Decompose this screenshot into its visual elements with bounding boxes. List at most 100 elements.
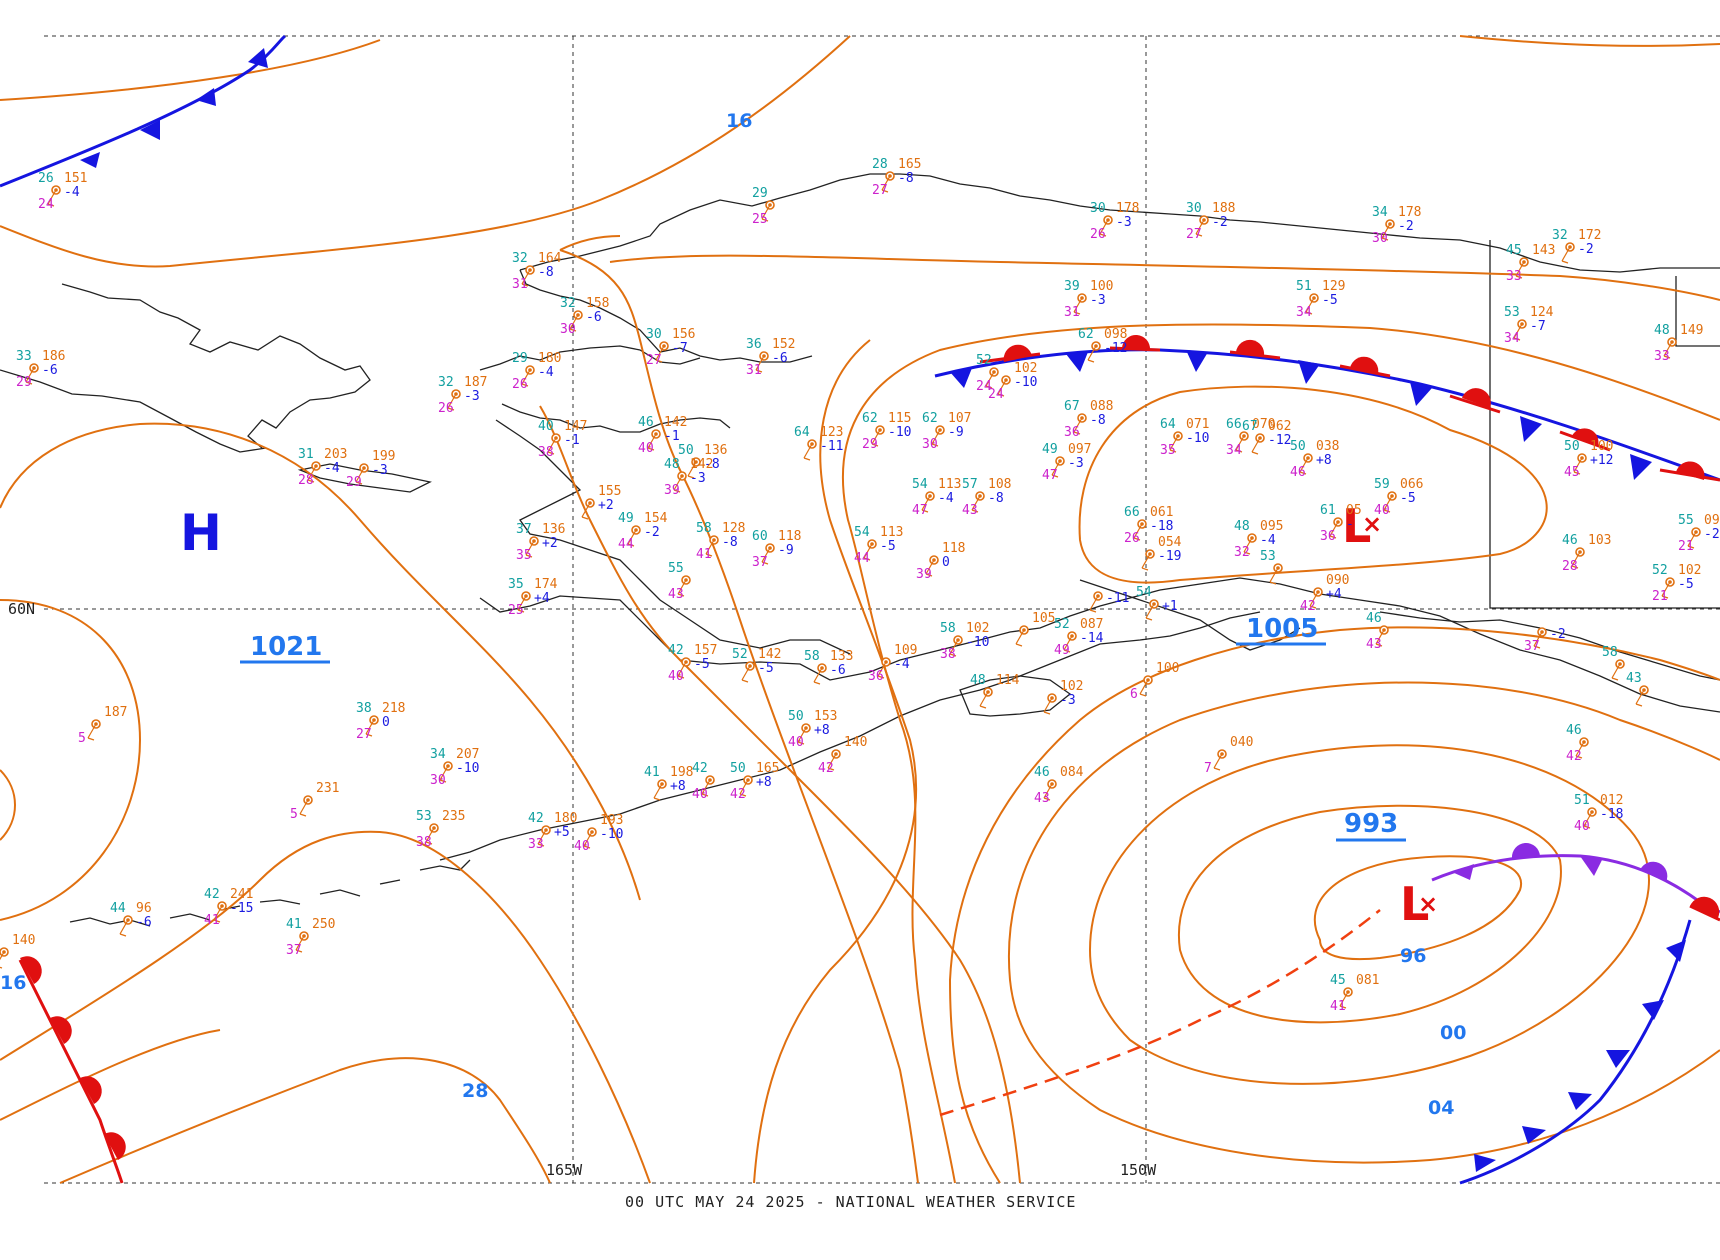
station-temperature: 36 (746, 337, 762, 352)
station-dewpoint: 39 (664, 483, 680, 498)
coast-kusko (495, 419, 851, 655)
station-plot: 30 188-2 27 (1186, 201, 1235, 242)
station-pressure: 149 (1680, 323, 1703, 338)
station-tendency: -12 (1104, 341, 1127, 356)
isobar-1016-west (0, 35, 851, 268)
station-plot: 34 178-2 30 (1372, 205, 1421, 246)
station-plot: 155+2 (581, 484, 621, 520)
station-plot: 49 154-2 44 (618, 511, 668, 552)
lat-label-60n: 60N (8, 600, 35, 618)
wind-barb (1139, 679, 1149, 695)
lon-label-150w: 150W (1120, 1161, 1157, 1179)
front-barb (1520, 416, 1542, 442)
station-pressure: 102 (1014, 361, 1037, 376)
wind-barb (1015, 629, 1025, 645)
station-pressure: 102 (1060, 679, 1083, 694)
station-temperature: 55 (1678, 513, 1694, 528)
wind-barb-flag (1661, 595, 1669, 599)
station-pressure: 113 (938, 477, 961, 492)
station-dewpoint: 35 (1160, 443, 1176, 458)
station-tendency: -2 (644, 525, 660, 540)
wind-barb (583, 831, 593, 847)
wind-barb (1269, 567, 1279, 583)
station-plot: 54 +1 (1136, 585, 1178, 621)
station-pressure: 142 (664, 415, 687, 430)
station-temperature: 34 (1372, 205, 1388, 220)
station-pressure: 038 (1316, 439, 1339, 454)
wind-barb (1383, 495, 1393, 511)
station-tendency: -18 (1600, 807, 1623, 822)
coast-aleutians-mid (259, 879, 401, 905)
station-temperature: 50 (678, 443, 694, 458)
station-plot: 45 081 41 (1330, 973, 1379, 1014)
wind-barb (705, 539, 715, 555)
station-tendency: -8 (1090, 413, 1106, 428)
station-pressure: 231 (316, 781, 339, 796)
wind-barb-flag (307, 479, 315, 483)
station-dewpoint: 30 (430, 773, 446, 788)
station-dewpoint: 27 (646, 353, 662, 368)
station-plot: 28 165-8 27 (872, 157, 921, 198)
station-temperature: 41 (286, 917, 302, 932)
station-pressure: 118 (778, 529, 801, 544)
station-tendency: -6 (772, 351, 788, 366)
station-pressure: 153 (814, 709, 837, 724)
station-temperature: 62 (922, 411, 938, 426)
station-tendency: - (1346, 517, 1354, 532)
isobar-1004 (1008, 681, 1720, 1164)
station-plot: 29 25 (752, 186, 775, 227)
station-pressure: 102 (1678, 563, 1701, 578)
station-plot: 61 05-36 (1320, 503, 1362, 544)
station-temperature: 53 (1504, 305, 1520, 320)
front-barb (1630, 454, 1652, 480)
wind-barb (741, 665, 751, 681)
station-temperature: 46 (1562, 533, 1578, 548)
station-dewpoint: 38 (940, 647, 956, 662)
isobar-1016-lowbranch (539, 405, 1021, 1184)
wind-barb-flag (1043, 797, 1051, 801)
station-pressure: 103 (1588, 533, 1611, 548)
station-temperature: 41 (644, 765, 660, 780)
station-temperature: 31 (298, 447, 314, 462)
wind-barb (673, 475, 683, 491)
station-temperature: 40 (538, 419, 554, 434)
station-dewpoint: 25 (508, 603, 524, 618)
wind-barb (1575, 741, 1585, 757)
station-tendency: -2 (1550, 627, 1566, 642)
station-plot: 42 40 (692, 761, 715, 802)
station-tendency: +8 (814, 723, 830, 738)
lon-label-165w: 165W (546, 1161, 583, 1179)
station-dewpoint: 41 (696, 547, 712, 562)
station-temperature: 50 (1564, 439, 1580, 454)
station-dewpoint: 41 (1330, 999, 1346, 1014)
wind-barb-flag (1015, 643, 1023, 647)
axis-labels: 165W 150W 60N (8, 600, 1157, 1179)
station-dewpoint: 31 (512, 277, 528, 292)
station-plot: 45 143 33 (1506, 243, 1555, 284)
station-temperature: 48 (970, 673, 986, 688)
isobar-1020-far-south (0, 1029, 221, 1121)
map-caption: 00 UTC MAY 24 2025 - NATIONAL WEATHER SE… (625, 1193, 1076, 1211)
station-tendency: 0 (382, 715, 390, 730)
wind-barb (647, 433, 657, 449)
station-plot: 46 142-1 40 (638, 415, 687, 456)
station-temperature: 46 (1366, 611, 1382, 626)
station-pressure: 165 (898, 157, 921, 172)
station-pressure: 098 (1104, 327, 1127, 342)
wind-barb-flag (979, 705, 987, 709)
wind-barb (1099, 219, 1109, 235)
station-dewpoint: 43 (962, 503, 978, 518)
station-temperature: 50 (1290, 439, 1306, 454)
wind-barb (1611, 663, 1621, 679)
station-pressure: 062 (1268, 419, 1291, 434)
station-tendency: -3 (1060, 693, 1076, 708)
wind-barb-flag (1575, 755, 1583, 759)
coast-norton (479, 345, 701, 371)
station-tendency: -7 (672, 341, 688, 356)
warm-front-semicircle (1462, 388, 1491, 408)
low-center-north-mark: × (1362, 510, 1382, 538)
station-tendency: -3 (372, 463, 388, 478)
wind-barb-flag (677, 675, 685, 679)
station-plot: 52 142-5 (732, 647, 781, 683)
